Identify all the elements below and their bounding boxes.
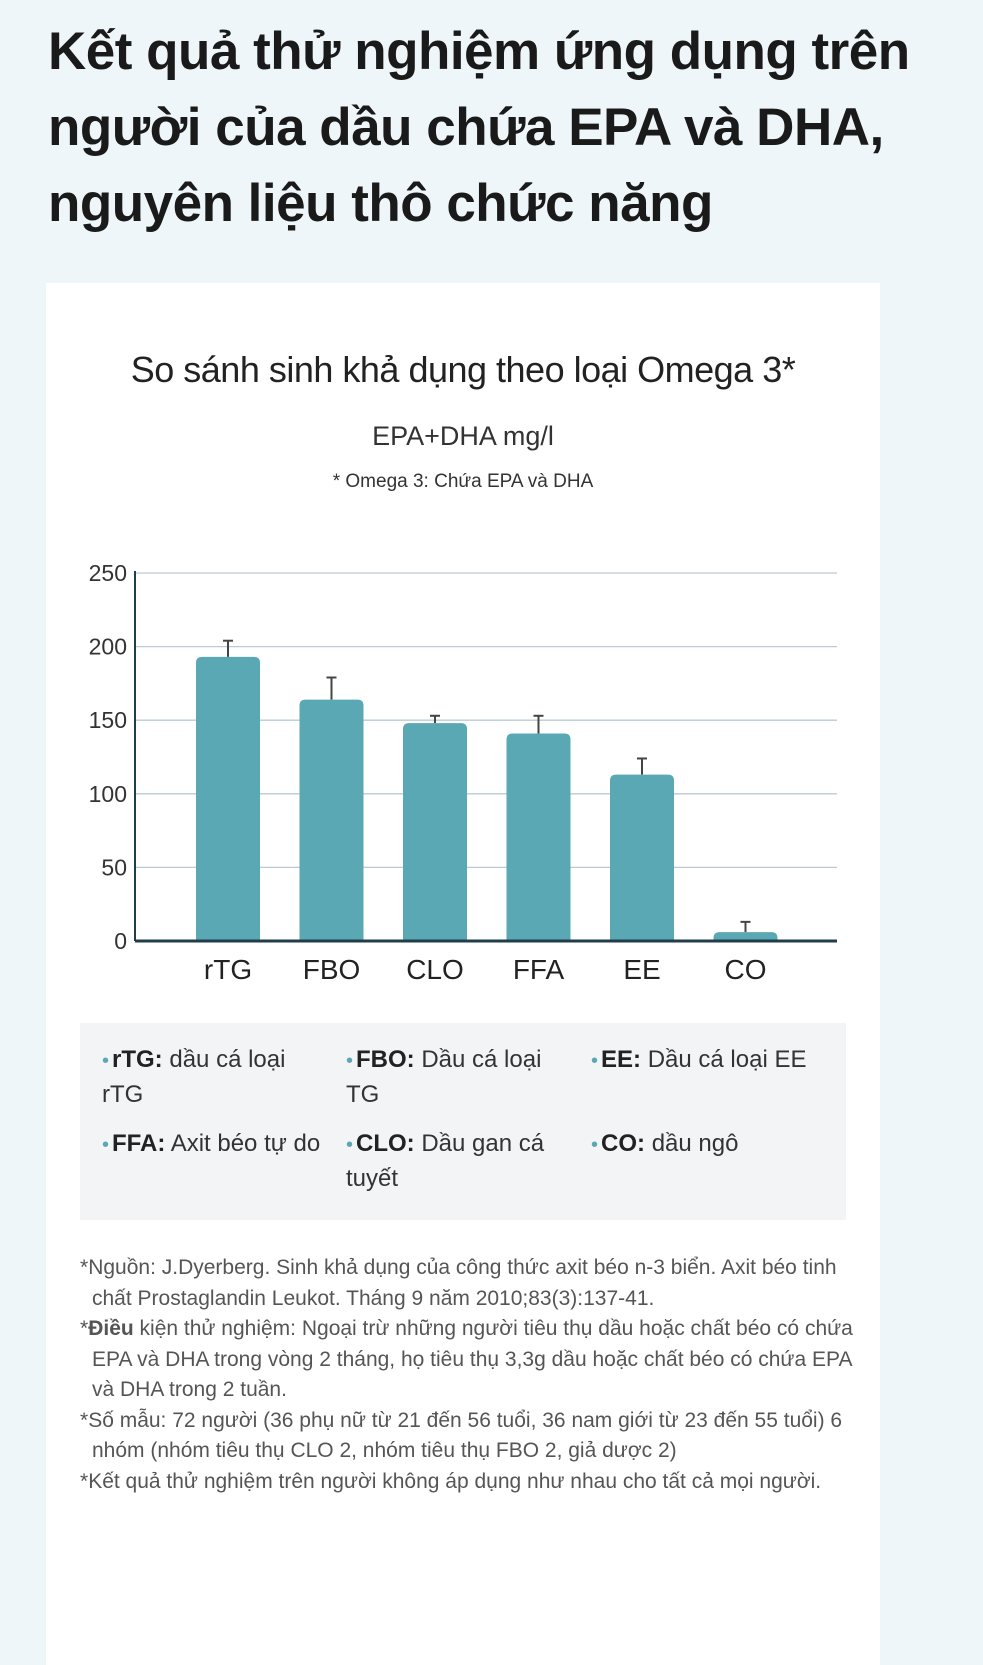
bullet-icon: •	[346, 1134, 354, 1156]
legend-item: • CLO: Dầu gan cá tuyết	[346, 1127, 566, 1196]
bullet-icon: •	[102, 1050, 110, 1072]
legend-text: Dầu cá loại EE	[647, 1046, 807, 1073]
legend-key: CO:	[601, 1130, 646, 1157]
page-title: Kết quả thử nghiệm ứng dụng trên người c…	[48, 22, 910, 233]
x-tick-label: CLO	[406, 954, 464, 985]
bullet-icon: •	[591, 1050, 599, 1072]
chart-footnote: * Omega 3: Chứa EPA và DHA	[332, 471, 594, 492]
footnote-source: *Nguồn: J.Dyerberg. Sinh khả dụng của cô…	[80, 1256, 837, 1310]
legend-text: dầu cá loại rTG	[102, 1046, 286, 1108]
footnotes: *Nguồn: J.Dyerberg. Sinh khả dụng của cô…	[80, 1253, 860, 1497]
y-tick-label: 50	[101, 854, 127, 880]
y-tick-label: 0	[114, 928, 127, 954]
legend-key: FFA:	[112, 1130, 166, 1157]
footnote-conditions: *Điều kiện thử nghiệm: Ngoại trừ những n…	[80, 1317, 853, 1401]
bar-CLO	[403, 723, 467, 941]
bar-rTG	[196, 656, 260, 941]
bullet-icon: •	[102, 1134, 110, 1156]
chart-title: So sánh sinh khả dụng theo loại Omega 3*	[130, 349, 796, 390]
y-tick-label: 150	[89, 707, 127, 733]
y-tick-label: 100	[89, 781, 127, 807]
x-tick-label: EE	[623, 954, 660, 985]
legend-item: • FBO: Dầu cá loại TG	[346, 1043, 566, 1112]
chart-card: So sánh sinh khả dụng theo loại Omega 3*…	[46, 283, 880, 1665]
legend-item: • FFA: Axit béo tự do	[102, 1127, 342, 1162]
legend-text: dầu ngô	[651, 1130, 739, 1157]
footnote-disclaimer: *Kết quả thử nghiệm trên người không áp …	[80, 1469, 822, 1493]
legend-text: Dầu cá loại TG	[346, 1046, 542, 1108]
y-tick-label: 250	[89, 560, 127, 586]
bar-chart: 0 50 100 150 200 250 rTG FBO CLO FFA EE CO	[89, 560, 837, 985]
bullet-icon: •	[591, 1134, 599, 1156]
bar-FBO	[299, 699, 364, 941]
x-tick-label: CO	[725, 954, 767, 985]
legend-text: Axit béo tự do	[170, 1130, 321, 1157]
bar-CO	[713, 932, 778, 941]
legend-item: • CO: dầu ngô	[591, 1127, 811, 1162]
bar-FFA	[506, 733, 571, 941]
legend-key: CLO:	[356, 1130, 415, 1157]
y-tick-label: 200	[89, 634, 127, 660]
x-tick-label: FBO	[303, 954, 361, 985]
bar-EE	[610, 774, 674, 941]
chart-unit-label: EPA+DHA mg/l	[372, 421, 554, 451]
footnote-sample: *Số mẫu: 72 người (36 phụ nữ từ 21 đến 5…	[80, 1408, 843, 1463]
bullet-icon: •	[346, 1050, 354, 1072]
x-tick-label: FFA	[513, 954, 565, 985]
legend-box: • rTG: dầu cá loại rTG • FBO: Dầu cá loại …	[80, 1023, 846, 1220]
legend-item: • rTG: dầu cá loại rTG	[102, 1043, 322, 1112]
legend-item: • EE: Dầu cá loại EE	[591, 1043, 811, 1078]
legend-key: EE:	[601, 1046, 642, 1073]
legend-key: rTG:	[112, 1046, 163, 1073]
legend-text: Dầu gan cá tuyết	[346, 1130, 545, 1192]
x-tick-label: rTG	[204, 954, 252, 985]
legend-key: FBO:	[356, 1046, 415, 1073]
